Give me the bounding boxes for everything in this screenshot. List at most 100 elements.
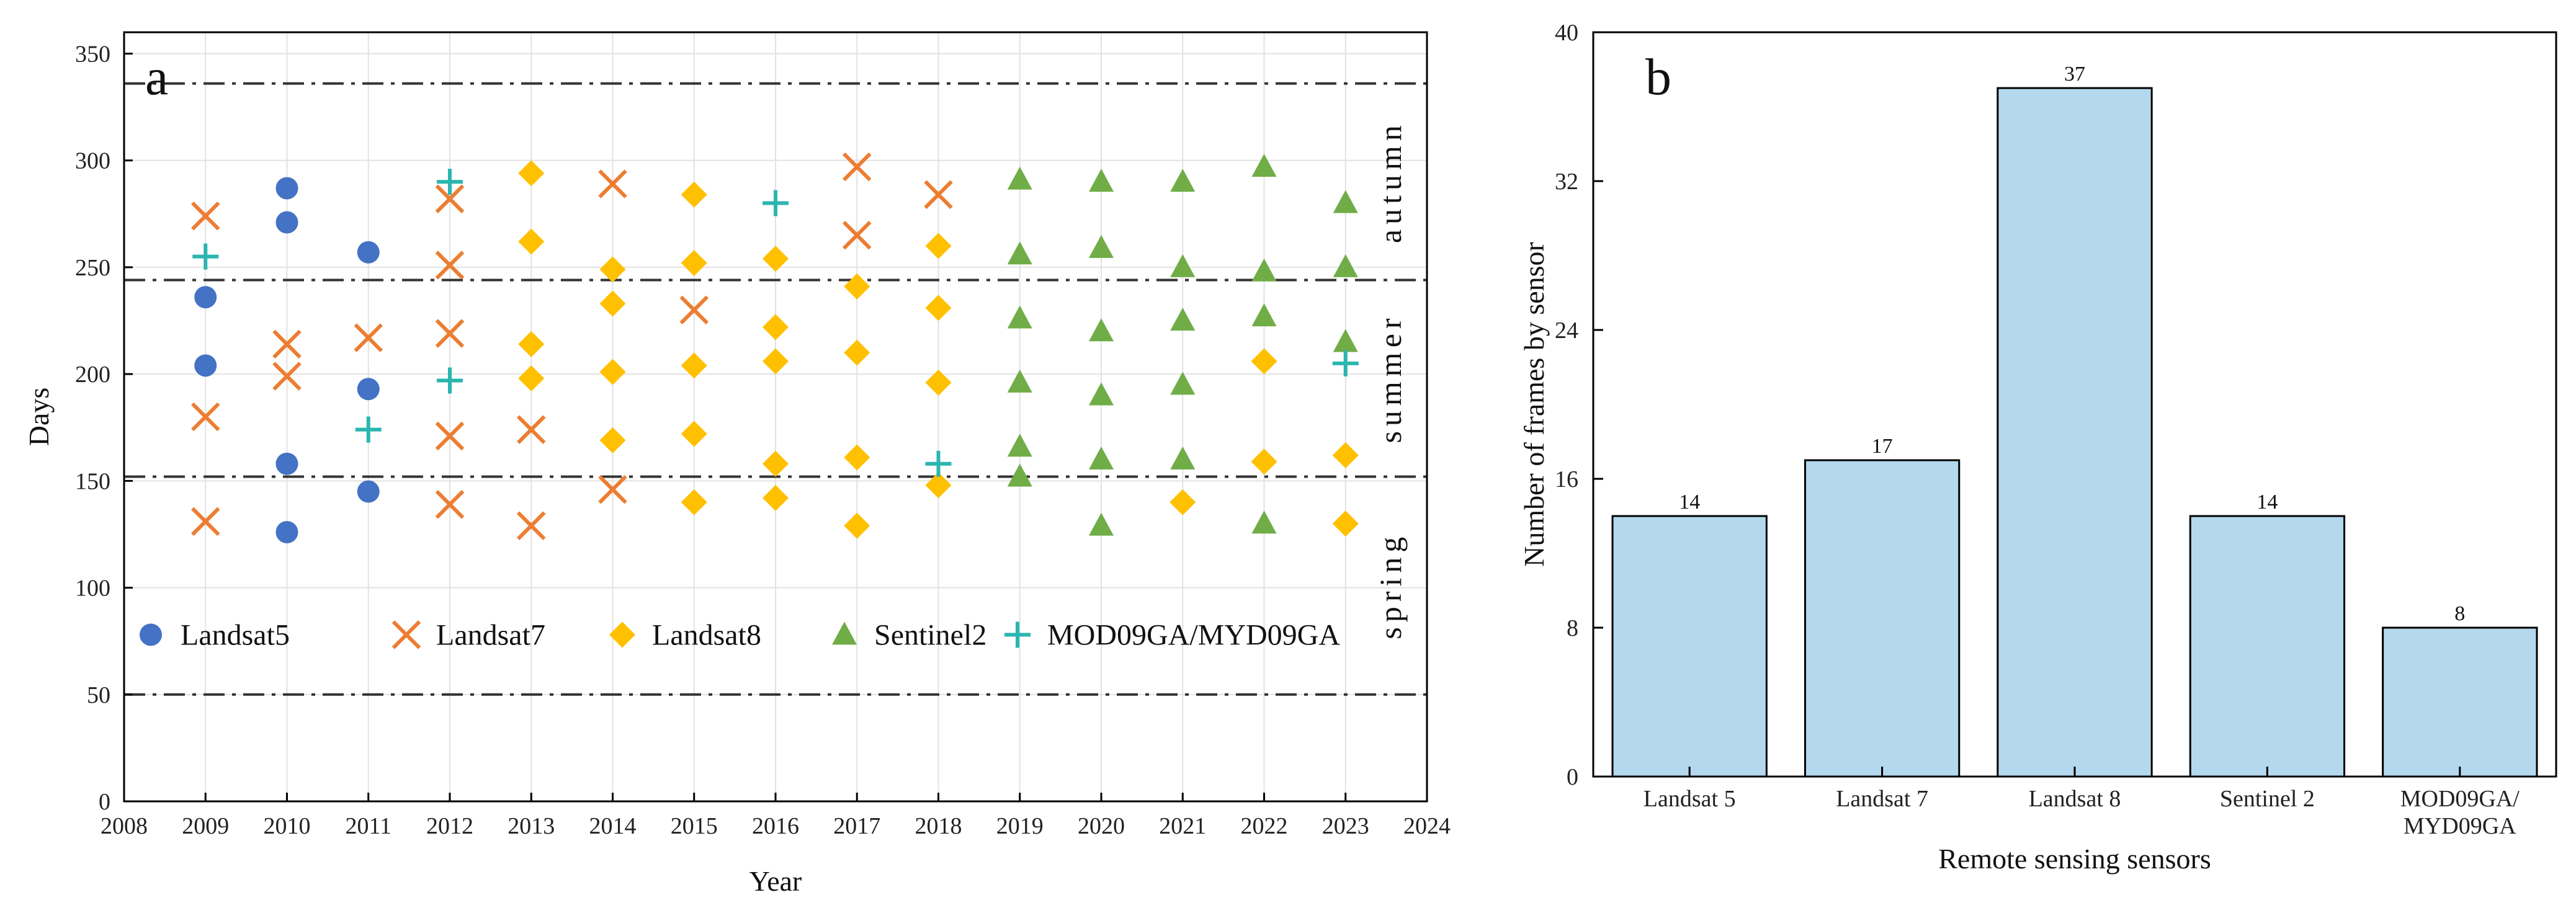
bar-value-label: 14 (1679, 491, 1700, 514)
point-landsat8 (518, 160, 545, 187)
point-landsat8 (763, 348, 789, 375)
point-mod09ga-myd09ga (437, 367, 463, 394)
scatter-points (191, 152, 1359, 543)
bar (2382, 626, 2538, 778)
season-label: spring (1373, 532, 1408, 639)
legend-label: Landsat7 (436, 618, 545, 651)
point-sentinel2 (1007, 369, 1032, 393)
legend-marker (609, 621, 635, 648)
point-sentinel2 (1089, 234, 1114, 258)
point-sentinel2 (1007, 463, 1032, 487)
y-tick-label: 0 (99, 789, 110, 815)
point-landsat8 (763, 450, 789, 477)
x-tick-label: Sentinel 2 (2220, 786, 2315, 812)
point-landsat8 (599, 359, 626, 385)
season-label: autumn (1373, 120, 1408, 243)
point-landsat7 (435, 184, 465, 213)
bar-value-label: 14 (2256, 491, 2278, 514)
point-sentinel2 (1333, 329, 1358, 352)
point-landsat8 (599, 427, 626, 453)
point-mod09ga-myd09ga (925, 450, 952, 477)
point-landsat7 (272, 329, 302, 359)
bar (1997, 87, 2153, 778)
point-landsat8 (1169, 489, 1196, 515)
x-tick-label: 2016 (752, 813, 799, 839)
point-landsat8 (681, 489, 707, 515)
x-tick-label: 2024 (1403, 813, 1451, 839)
point-landsat5 (357, 241, 380, 264)
point-sentinel2 (1251, 258, 1277, 282)
point-landsat5 (275, 177, 298, 200)
point-sentinel2 (1089, 446, 1114, 470)
point-sentinel2 (1089, 512, 1114, 536)
x-tick-label: Landsat 8 (2029, 786, 2121, 812)
bar (1804, 459, 1961, 778)
x-tick-label: 2008 (101, 813, 148, 839)
point-landsat8 (599, 290, 626, 317)
point-landsat5 (357, 378, 380, 401)
axis-ticks: 0 50 100 150 200 250 300 350 2008 2009 2010 2011 201… (75, 41, 1451, 839)
x-tick-label: 2019 (996, 813, 1044, 839)
point-landsat8 (844, 444, 870, 471)
point-landsat5 (275, 452, 298, 475)
point-landsat8 (844, 273, 870, 300)
point-landsat7 (435, 489, 465, 519)
point-landsat8 (1332, 510, 1359, 537)
y-tick-label: 40 (1555, 20, 1578, 46)
point-landsat7 (191, 402, 220, 432)
panel-a-frame (0, 0, 1489, 913)
y-axis-title: Days (23, 388, 55, 447)
x-tick-label: 2010 (264, 813, 311, 839)
point-landsat7 (843, 220, 872, 250)
point-sentinel2 (1333, 254, 1358, 277)
point-landsat8 (844, 339, 870, 366)
legend-label: Landsat8 (652, 618, 761, 651)
x-tick-label: 2014 (589, 813, 637, 839)
x-tick-label: 2022 (1241, 813, 1288, 839)
point-sentinel2 (1089, 169, 1114, 192)
point-landsat8 (763, 484, 789, 511)
bar-value-label: 8 (2454, 602, 2465, 625)
point-landsat8 (518, 331, 545, 357)
point-landsat8 (763, 314, 789, 341)
x-tick-label: 2009 (182, 813, 229, 839)
bar-panel: 14 17 37 14 8 0 8 16 24 32 40 Landsat 5 Landsat 7 La… (1518, 20, 2557, 875)
x-tick-label: MOD09GA/MYD09GA (2400, 786, 2520, 839)
legend-label: Sentinel2 (874, 618, 986, 651)
y-tick-label: 350 (75, 41, 110, 67)
x-tick-label: 2021 (1159, 813, 1206, 839)
point-landsat7 (435, 421, 465, 451)
point-landsat7 (517, 415, 546, 444)
point-mod09ga-myd09ga (1332, 350, 1359, 376)
bars: 14 17 37 14 8 (1611, 63, 2538, 778)
x-tick-label: 2011 (345, 813, 391, 839)
bar-value-label: 17 (1872, 435, 1893, 458)
x-axis-title: Year (749, 865, 802, 897)
x-tick-label: 2017 (833, 813, 880, 839)
point-sentinel2 (1170, 446, 1196, 470)
point-sentinel2 (1170, 169, 1196, 192)
point-sentinel2 (1089, 318, 1114, 342)
point-sentinel2 (1089, 382, 1114, 406)
point-sentinel2 (1007, 305, 1032, 329)
point-landsat7 (191, 507, 220, 537)
panel-label-a: a (145, 48, 168, 106)
point-sentinel2 (1251, 510, 1277, 534)
legend-marker (391, 620, 421, 649)
y-tick-label: 300 (75, 148, 110, 174)
point-landsat7 (598, 474, 627, 504)
point-landsat8 (925, 369, 952, 396)
y-tick-label: 32 (1555, 169, 1578, 195)
point-landsat8 (681, 250, 707, 276)
point-landsat7 (517, 511, 546, 540)
y-tick-label: 50 (87, 682, 110, 708)
point-landsat8 (925, 295, 952, 321)
point-landsat5 (275, 521, 298, 543)
y-tick-label: 250 (75, 255, 110, 281)
y-tick-label: 0 (1567, 764, 1578, 790)
point-landsat8 (681, 181, 707, 208)
point-landsat7 (272, 362, 302, 391)
y-tick-label: 16 (1555, 466, 1578, 492)
scatter-panel: spring summer autumn 0 50 100 150 200 250 300 350… (0, 0, 1489, 913)
x-tick-label: 2023 (1322, 813, 1369, 839)
